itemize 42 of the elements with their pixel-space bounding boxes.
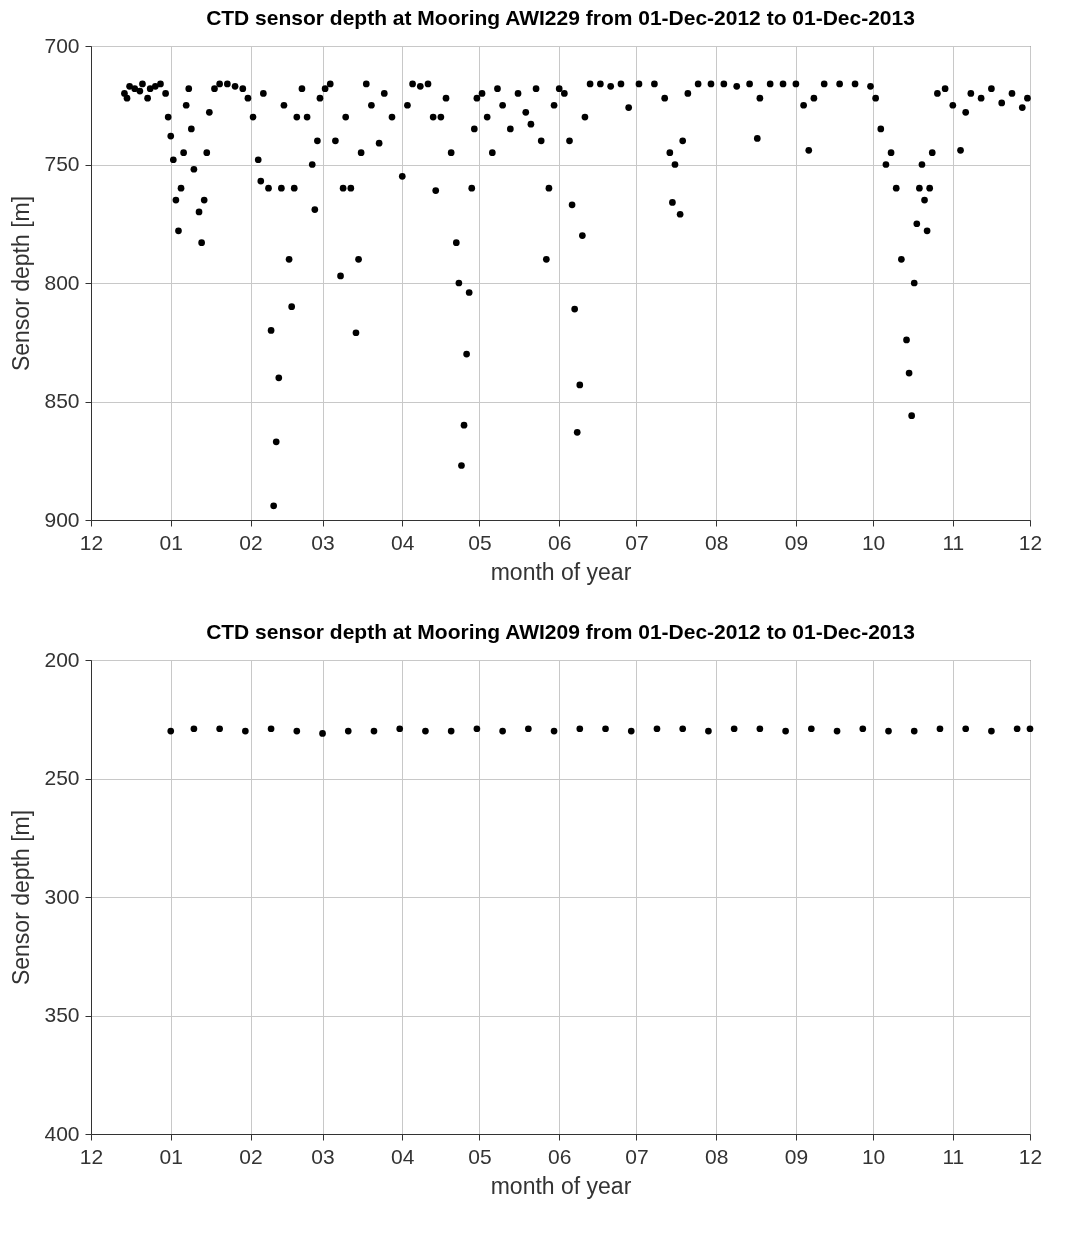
x-tick-label: 08	[704, 1144, 729, 1168]
x-tick-label: 04	[391, 1144, 415, 1168]
y-tick-label: 750	[44, 152, 80, 175]
x-tick-label: 01	[159, 530, 183, 554]
x-tick-label: 03	[311, 530, 335, 554]
x-tick-label: 06	[548, 1144, 572, 1168]
y-tick-label: 800	[44, 270, 80, 294]
x-tick-label: 12	[1018, 1144, 1043, 1168]
x-tick-label: 10	[861, 1144, 886, 1168]
x-tick-label: 06	[548, 530, 572, 554]
x-axis-title: month of year	[490, 1172, 632, 1199]
x-tick-label: 12	[79, 530, 104, 554]
x-tick-label: 11	[942, 1144, 965, 1168]
y-tick-label: 850	[44, 389, 80, 412]
x-tick-label: 02	[239, 530, 263, 554]
x-tick-label: 01	[159, 1144, 183, 1168]
x-tick-label: 07	[625, 1144, 649, 1168]
y-tick-label: 200	[44, 647, 80, 671]
x-tick-label: 09	[784, 530, 809, 554]
x-axis-title: month of year	[490, 558, 632, 585]
x-tick-label: 02	[239, 1144, 263, 1168]
x-tick-label: 08	[704, 530, 729, 554]
y-axis-title: Sensor depth [m]	[8, 195, 35, 372]
y-tick-label: 900	[44, 507, 80, 531]
x-tick-label: 12	[79, 1144, 104, 1168]
y-tick-label: 400	[44, 1121, 80, 1145]
x-tick-label: 10	[861, 530, 886, 554]
x-tick-label: 05	[468, 1144, 492, 1168]
chart-title: CTD sensor depth at Mooring AWI229 from 01-Dec-2012 to 01-Dec-2013	[206, 6, 915, 29]
y-axis-title: Sensor depth [m]	[8, 809, 35, 986]
y-tick-label: 250	[44, 766, 80, 789]
x-tick-label: 12	[1018, 530, 1043, 554]
x-tick-label: 09	[784, 1144, 809, 1168]
x-tick-label: 04	[391, 530, 415, 554]
x-tick-label: 07	[625, 530, 649, 554]
chart-title: CTD sensor depth at Mooring AWI209 from 01-Dec-2012 to 01-Dec-2013	[206, 620, 915, 643]
x-tick-label: 03	[311, 1144, 335, 1168]
y-tick-label: 700	[44, 33, 80, 57]
y-tick-label: 350	[44, 1003, 80, 1026]
x-tick-label: 11	[942, 530, 965, 554]
x-tick-label: 05	[468, 530, 492, 554]
y-tick-label: 300	[44, 884, 80, 908]
